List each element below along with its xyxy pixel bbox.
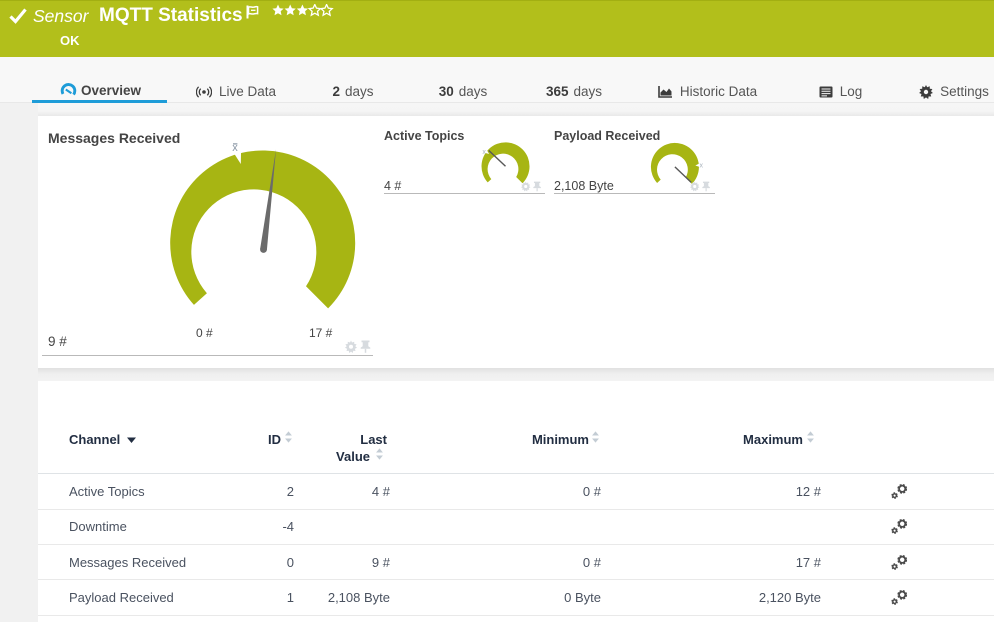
svg-text:x: x <box>700 163 704 170</box>
svg-text:x: x <box>482 149 486 156</box>
svg-text:x: x <box>232 142 238 154</box>
